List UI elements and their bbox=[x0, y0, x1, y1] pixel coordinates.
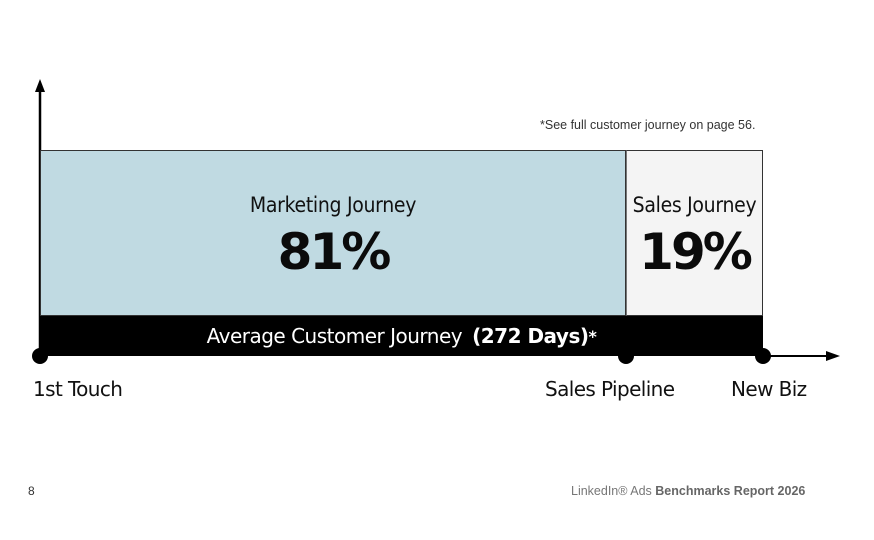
sales-journey-segment: Sales Journey 19% bbox=[626, 150, 763, 316]
average-journey-label: Average Customer Journey bbox=[206, 324, 463, 348]
marketing-journey-label: Marketing Journey bbox=[249, 193, 417, 217]
report-footer: LinkedIn® Ads Benchmarks Report 2026 bbox=[571, 484, 805, 498]
marketing-journey-percent: 81% bbox=[277, 223, 392, 281]
journey-footnote: *See full customer journey on page 56. bbox=[540, 118, 756, 132]
milestone-label-middle: Sales Pipeline bbox=[545, 377, 675, 401]
milestone-label-end: New Biz bbox=[731, 377, 807, 401]
footer-report-title: Benchmarks Report 2026 bbox=[655, 484, 806, 498]
sales-journey-label: Sales Journey bbox=[632, 193, 757, 217]
page-number: 8 bbox=[28, 484, 35, 498]
x-axis-arrowhead bbox=[826, 351, 840, 361]
y-axis-arrowhead bbox=[35, 79, 45, 92]
milestone-dot-start bbox=[32, 348, 48, 364]
average-journey-days: (272 Days) bbox=[472, 324, 589, 348]
sales-journey-percent: 19% bbox=[639, 223, 753, 281]
marketing-journey-segment: Marketing Journey 81% bbox=[40, 150, 626, 316]
milestone-dot-end bbox=[755, 348, 771, 364]
milestone-dot-middle bbox=[618, 348, 634, 364]
average-journey-asterisk: * bbox=[588, 326, 597, 346]
milestone-label-start: 1st Touch bbox=[33, 377, 123, 401]
average-customer-journey-bar: Average Customer Journey (272 Days) * bbox=[40, 316, 763, 356]
footer-brand: LinkedIn® Ads bbox=[571, 484, 652, 498]
